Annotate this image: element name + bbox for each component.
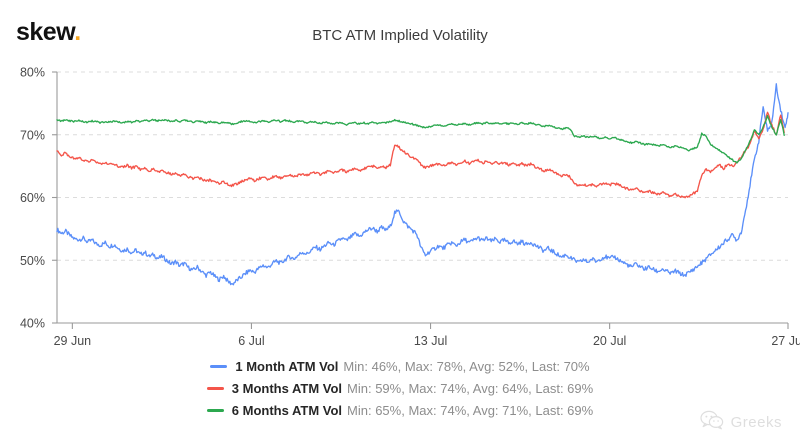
brand-name: skew xyxy=(16,18,75,46)
legend-color-swatch xyxy=(210,365,228,368)
legend-series-name: 1 Month ATM Vol xyxy=(235,359,339,374)
legend-item-3[interactable]: 6 Months ATM Vol Min: 65%, Max: 74%, Avg:… xyxy=(206,401,594,420)
legend-color-swatch xyxy=(206,409,224,412)
volatility-line-chart: 40%50%60%70%80% 29 Jun 6 Jul 13 Jul 20 Jul 2… xyxy=(20,66,800,349)
svg-text:40%: 40% xyxy=(20,317,45,331)
skew-logo: skew. xyxy=(16,20,81,45)
svg-text:29 Jun: 29 Jun xyxy=(54,334,92,348)
wechat-icon xyxy=(700,410,724,435)
x-axis-labels: 29 Jun 6 Jul 13 Jul 20 Jul 27 Jul xyxy=(54,334,800,348)
data-series xyxy=(56,83,789,286)
plot-area: 40% 50% 60% 70% 80% 29 Jun 6 Jul 13 Jul 20 Jul 2… xyxy=(20,66,800,349)
legend-color-swatch xyxy=(206,387,224,390)
svg-text:6 Jul: 6 Jul xyxy=(238,334,264,348)
chart-legend: 1 Month ATM Vol Min: 46%, Max: 78%, Avg: … xyxy=(0,357,800,420)
axis-lines xyxy=(52,71,789,329)
legend-series-stats: Min: 65%, Max: 74%, Avg: 71%, Last: 69% xyxy=(347,403,594,418)
svg-text:80%: 80% xyxy=(20,66,45,80)
svg-text:13 Jul: 13 Jul xyxy=(414,334,447,348)
wechat-watermark: Greeks xyxy=(700,410,782,435)
brand-dot: . xyxy=(74,18,81,46)
legend-series-stats: Min: 46%, Max: 78%, Avg: 52%, Last: 70% xyxy=(343,359,590,374)
svg-text:70%: 70% xyxy=(20,128,45,142)
legend-series-stats: Min: 59%, Max: 74%, Avg: 64%, Last: 69% xyxy=(347,381,594,396)
chart-title: BTC ATM Implied Volatility xyxy=(312,27,488,44)
svg-text:60%: 60% xyxy=(20,191,45,205)
legend-item-2[interactable]: 3 Months ATM Vol Min: 59%, Max: 74%, Avg:… xyxy=(206,379,594,398)
legend-series-name: 6 Months ATM Vol xyxy=(231,403,343,418)
watermark-label: Greeks xyxy=(730,414,782,431)
svg-text:27 Jul: 27 Jul xyxy=(771,334,800,348)
legend-item-1[interactable]: 1 Month ATM Vol Min: 46%, Max: 78%, Avg: … xyxy=(210,357,590,376)
svg-text:50%: 50% xyxy=(20,254,45,268)
legend-series-name: 3 Months ATM Vol xyxy=(231,381,343,396)
y-axis-labels: 40% 50% 60% 70% 80% xyxy=(20,66,45,331)
svg-text:20 Jul: 20 Jul xyxy=(593,334,626,348)
gridlines xyxy=(57,71,788,324)
